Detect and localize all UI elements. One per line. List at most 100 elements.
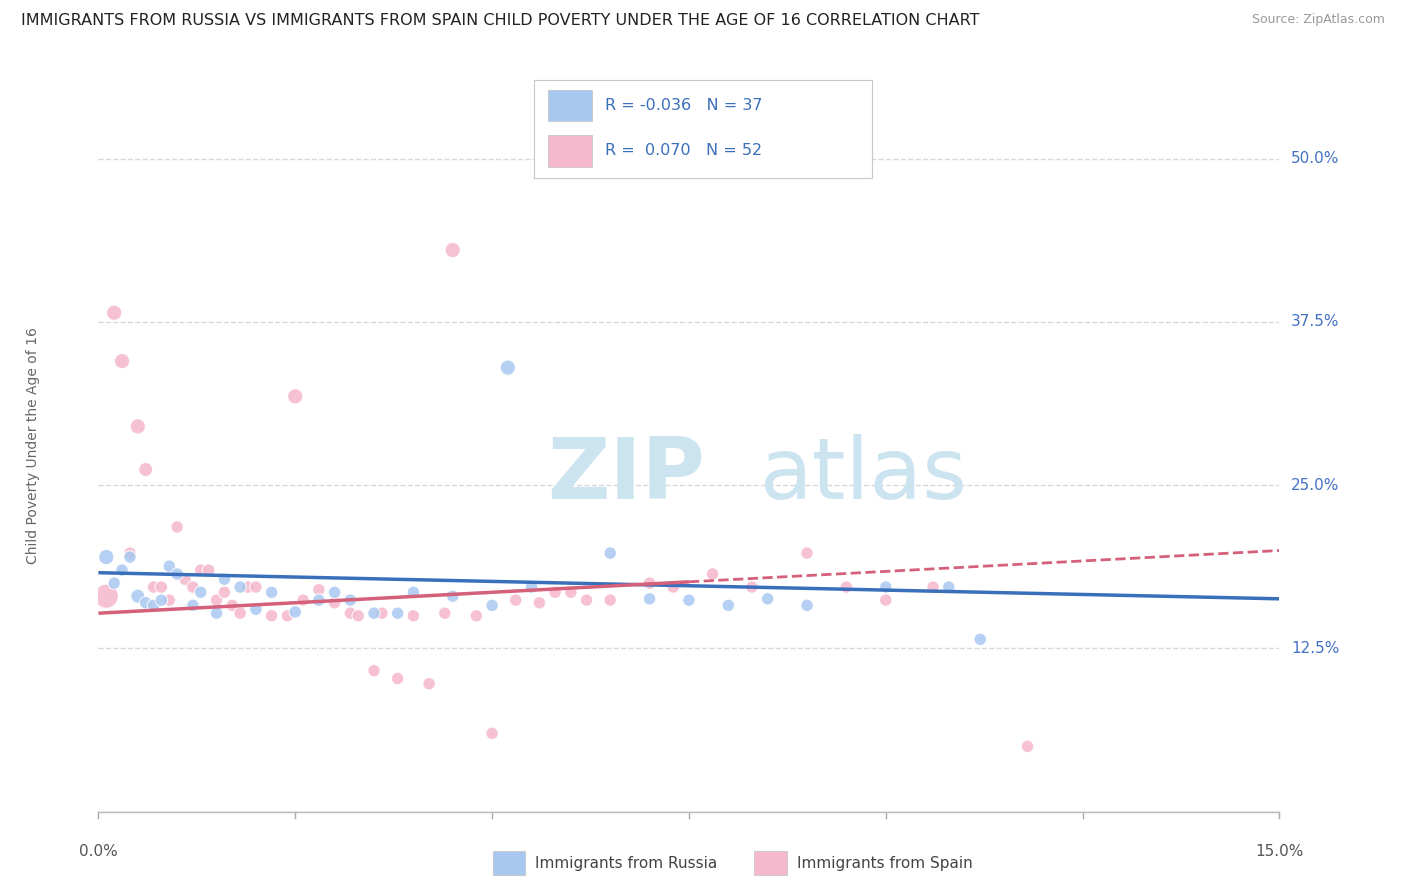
- Point: [363, 664, 385, 678]
- Point: [150, 593, 173, 607]
- Point: [260, 585, 283, 599]
- Point: [127, 589, 149, 603]
- Text: 15.0%: 15.0%: [1256, 845, 1303, 859]
- Point: [142, 580, 165, 594]
- Point: [157, 559, 180, 574]
- Point: [245, 602, 267, 616]
- Text: atlas: atlas: [759, 434, 967, 516]
- Point: [465, 608, 488, 623]
- Point: [118, 549, 141, 564]
- Point: [560, 585, 582, 599]
- Point: [236, 580, 259, 594]
- Point: [323, 585, 346, 599]
- Point: [481, 726, 503, 740]
- Point: [135, 596, 157, 610]
- Bar: [492, 851, 524, 875]
- Point: [402, 585, 425, 599]
- Point: [181, 580, 204, 594]
- Point: [702, 567, 724, 582]
- Point: [111, 563, 134, 577]
- Point: [969, 632, 991, 647]
- Text: Source: ZipAtlas.com: Source: ZipAtlas.com: [1251, 13, 1385, 27]
- Text: ZIP: ZIP: [547, 434, 704, 516]
- Point: [214, 572, 236, 586]
- Point: [339, 593, 361, 607]
- Point: [529, 596, 551, 610]
- Point: [166, 567, 188, 582]
- Point: [347, 608, 370, 623]
- Point: [214, 585, 236, 599]
- Point: [599, 546, 621, 560]
- Point: [205, 606, 228, 620]
- Point: [441, 243, 464, 257]
- Point: [1017, 739, 1039, 754]
- Text: IMMIGRANTS FROM RUSSIA VS IMMIGRANTS FROM SPAIN CHILD POVERTY UNDER THE AGE OF 1: IMMIGRANTS FROM RUSSIA VS IMMIGRANTS FRO…: [21, 13, 980, 29]
- Point: [221, 599, 243, 613]
- Point: [520, 580, 543, 594]
- Point: [418, 676, 440, 690]
- Point: [717, 599, 740, 613]
- Point: [756, 591, 779, 606]
- Text: 25.0%: 25.0%: [1291, 478, 1340, 492]
- Point: [229, 606, 252, 620]
- Text: 12.5%: 12.5%: [1291, 641, 1340, 656]
- Point: [544, 585, 567, 599]
- Text: 37.5%: 37.5%: [1291, 314, 1340, 329]
- Point: [505, 593, 527, 607]
- Text: Immigrants from Russia: Immigrants from Russia: [536, 855, 717, 871]
- Point: [245, 580, 267, 594]
- Point: [496, 360, 519, 375]
- Point: [796, 599, 818, 613]
- Point: [662, 580, 685, 594]
- Point: [142, 599, 165, 613]
- Point: [638, 591, 661, 606]
- Point: [387, 606, 409, 620]
- Point: [433, 606, 456, 620]
- Bar: [548, 90, 592, 121]
- Point: [323, 596, 346, 610]
- Text: Immigrants from Spain: Immigrants from Spain: [797, 855, 973, 871]
- Point: [197, 563, 219, 577]
- Text: 0.0%: 0.0%: [79, 845, 118, 859]
- Point: [371, 606, 394, 620]
- Point: [205, 593, 228, 607]
- Text: R = -0.036   N = 37: R = -0.036 N = 37: [605, 98, 762, 113]
- Point: [599, 593, 621, 607]
- Point: [481, 599, 503, 613]
- Point: [339, 606, 361, 620]
- Point: [363, 606, 385, 620]
- Point: [96, 589, 118, 603]
- Point: [741, 580, 763, 594]
- Point: [157, 593, 180, 607]
- Point: [292, 593, 315, 607]
- Point: [127, 419, 149, 434]
- Point: [402, 608, 425, 623]
- Point: [190, 563, 212, 577]
- Point: [229, 580, 252, 594]
- Point: [111, 354, 134, 368]
- Point: [387, 672, 409, 686]
- Text: Child Poverty Under the Age of 16: Child Poverty Under the Age of 16: [27, 327, 41, 565]
- Point: [922, 580, 945, 594]
- Point: [103, 306, 125, 320]
- Point: [276, 608, 298, 623]
- Point: [118, 546, 141, 560]
- Point: [575, 593, 598, 607]
- Point: [260, 608, 283, 623]
- Bar: [755, 851, 786, 875]
- Point: [190, 585, 212, 599]
- Bar: [548, 136, 592, 167]
- Point: [150, 580, 173, 594]
- Point: [135, 462, 157, 476]
- Point: [181, 599, 204, 613]
- Text: 50.0%: 50.0%: [1291, 151, 1340, 166]
- Point: [103, 576, 125, 591]
- Point: [835, 580, 858, 594]
- Point: [796, 546, 818, 560]
- Point: [166, 520, 188, 534]
- Point: [284, 389, 307, 403]
- Point: [96, 549, 118, 564]
- Point: [174, 572, 197, 586]
- Point: [308, 593, 330, 607]
- Point: [875, 580, 897, 594]
